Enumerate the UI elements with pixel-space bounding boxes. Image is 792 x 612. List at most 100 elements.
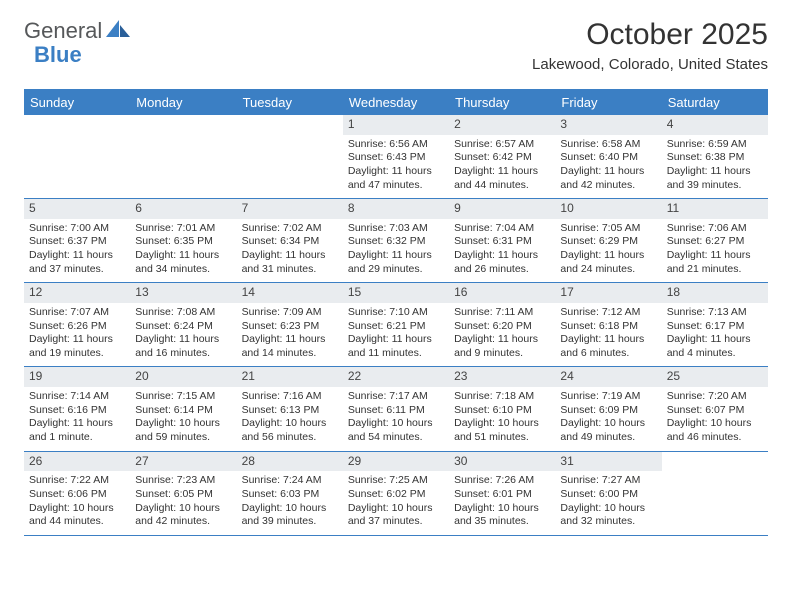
day-info-line: Sunrise: 6:57 AM [454,138,550,152]
day-info-line: Sunrise: 7:12 AM [560,306,656,320]
calendar: Sunday Monday Tuesday Wednesday Thursday… [24,89,768,536]
day-info-line: and 24 minutes. [560,263,656,277]
day-info-line: Sunset: 6:02 PM [348,488,444,502]
day-info-line: Daylight: 10 hours [242,502,338,516]
day-info-line: and 51 minutes. [454,431,550,445]
day-cell: 19Sunrise: 7:14 AMSunset: 6:16 PMDayligh… [24,367,130,450]
day-info-line: and 21 minutes. [667,263,763,277]
week-row: 1Sunrise: 6:56 AMSunset: 6:43 PMDaylight… [24,115,768,199]
day-cell: 2Sunrise: 6:57 AMSunset: 6:42 PMDaylight… [449,115,555,198]
day-number: 19 [24,367,130,387]
day-info-line: Sunset: 6:16 PM [29,404,125,418]
day-info-line: Sunrise: 6:58 AM [560,138,656,152]
day-info-line: Daylight: 10 hours [454,502,550,516]
day-info-line: Sunset: 6:29 PM [560,235,656,249]
day-info-line: Sunrise: 7:17 AM [348,390,444,404]
day-info-line: Daylight: 11 hours [242,249,338,263]
day-info-line: Sunset: 6:24 PM [135,320,231,334]
day-cell: 10Sunrise: 7:05 AMSunset: 6:29 PMDayligh… [555,199,661,282]
day-info-line: Sunrise: 7:19 AM [560,390,656,404]
day-info-line: Daylight: 11 hours [667,249,763,263]
day-cell: 23Sunrise: 7:18 AMSunset: 6:10 PMDayligh… [449,367,555,450]
day-info-line: Sunrise: 6:59 AM [667,138,763,152]
day-info-line: Daylight: 11 hours [242,333,338,347]
day-info-line: Sunrise: 7:07 AM [29,306,125,320]
day-info-line: Daylight: 11 hours [29,417,125,431]
day-info-line: Daylight: 10 hours [560,502,656,516]
day-info-line: Daylight: 11 hours [560,249,656,263]
sail-icon [106,20,132,43]
day-number: 16 [449,283,555,303]
day-info-line: and 31 minutes. [242,263,338,277]
day-number: 28 [237,452,343,472]
day-info-line: Sunrise: 7:26 AM [454,474,550,488]
day-cell: 28Sunrise: 7:24 AMSunset: 6:03 PMDayligh… [237,452,343,535]
day-header: Friday [555,91,661,115]
day-cell: 9Sunrise: 7:04 AMSunset: 6:31 PMDaylight… [449,199,555,282]
day-info-line: Daylight: 11 hours [348,333,444,347]
day-cell [130,115,236,198]
day-info-line: and 34 minutes. [135,263,231,277]
day-info-line: Daylight: 10 hours [348,502,444,516]
day-cell: 18Sunrise: 7:13 AMSunset: 6:17 PMDayligh… [662,283,768,366]
day-info-line: Sunset: 6:09 PM [560,404,656,418]
day-number: 13 [130,283,236,303]
day-number: 23 [449,367,555,387]
day-info-line: and 6 minutes. [560,347,656,361]
day-info-line: Sunset: 6:35 PM [135,235,231,249]
day-cell: 31Sunrise: 7:27 AMSunset: 6:00 PMDayligh… [555,452,661,535]
day-info-line: Daylight: 11 hours [135,333,231,347]
day-cell: 15Sunrise: 7:10 AMSunset: 6:21 PMDayligh… [343,283,449,366]
day-cell: 14Sunrise: 7:09 AMSunset: 6:23 PMDayligh… [237,283,343,366]
day-info-line: and 39 minutes. [667,179,763,193]
weeks-container: 1Sunrise: 6:56 AMSunset: 6:43 PMDaylight… [24,115,768,536]
day-number: 18 [662,283,768,303]
day-number: 2 [449,115,555,135]
day-info-line: Sunset: 6:00 PM [560,488,656,502]
day-info-line: Daylight: 11 hours [667,333,763,347]
day-cell: 8Sunrise: 7:03 AMSunset: 6:32 PMDaylight… [343,199,449,282]
day-number: 3 [555,115,661,135]
day-info-line: Sunset: 6:11 PM [348,404,444,418]
day-info-line: Sunrise: 7:16 AM [242,390,338,404]
day-cell: 7Sunrise: 7:02 AMSunset: 6:34 PMDaylight… [237,199,343,282]
day-cell: 24Sunrise: 7:19 AMSunset: 6:09 PMDayligh… [555,367,661,450]
day-number: 6 [130,199,236,219]
day-info-line: Daylight: 10 hours [560,417,656,431]
day-info-line: Daylight: 11 hours [560,333,656,347]
day-info-line: Daylight: 11 hours [348,165,444,179]
day-info-line: Daylight: 10 hours [29,502,125,516]
day-cell: 12Sunrise: 7:07 AMSunset: 6:26 PMDayligh… [24,283,130,366]
day-info-line: Sunset: 6:42 PM [454,151,550,165]
day-info-line: and 4 minutes. [667,347,763,361]
day-info-line: Sunset: 6:10 PM [454,404,550,418]
day-info-line: and 37 minutes. [348,515,444,529]
day-cell [24,115,130,198]
day-info-line: and 54 minutes. [348,431,444,445]
day-info-line: and 16 minutes. [135,347,231,361]
day-info-line: Daylight: 11 hours [29,249,125,263]
day-info-line: Sunset: 6:06 PM [29,488,125,502]
day-number: 5 [24,199,130,219]
day-info-line: and 35 minutes. [454,515,550,529]
brand-name-part1: General [24,18,102,44]
day-cell: 20Sunrise: 7:15 AMSunset: 6:14 PMDayligh… [130,367,236,450]
day-info-line: and 44 minutes. [454,179,550,193]
day-cell: 27Sunrise: 7:23 AMSunset: 6:05 PMDayligh… [130,452,236,535]
day-cell: 3Sunrise: 6:58 AMSunset: 6:40 PMDaylight… [555,115,661,198]
day-info-line: and 46 minutes. [667,431,763,445]
day-info-line: and 42 minutes. [135,515,231,529]
day-info-line: Sunrise: 7:05 AM [560,222,656,236]
day-info-line: Sunset: 6:17 PM [667,320,763,334]
day-info-line: Sunset: 6:31 PM [454,235,550,249]
day-cell: 17Sunrise: 7:12 AMSunset: 6:18 PMDayligh… [555,283,661,366]
day-info-line: and 9 minutes. [454,347,550,361]
day-info-line: Sunset: 6:18 PM [560,320,656,334]
day-info-line: Sunset: 6:40 PM [560,151,656,165]
day-info-line: Daylight: 10 hours [667,417,763,431]
day-info-line: Sunset: 6:14 PM [135,404,231,418]
day-info-line: Sunset: 6:05 PM [135,488,231,502]
day-info-line: Sunset: 6:34 PM [242,235,338,249]
day-info-line: and 39 minutes. [242,515,338,529]
day-number: 9 [449,199,555,219]
